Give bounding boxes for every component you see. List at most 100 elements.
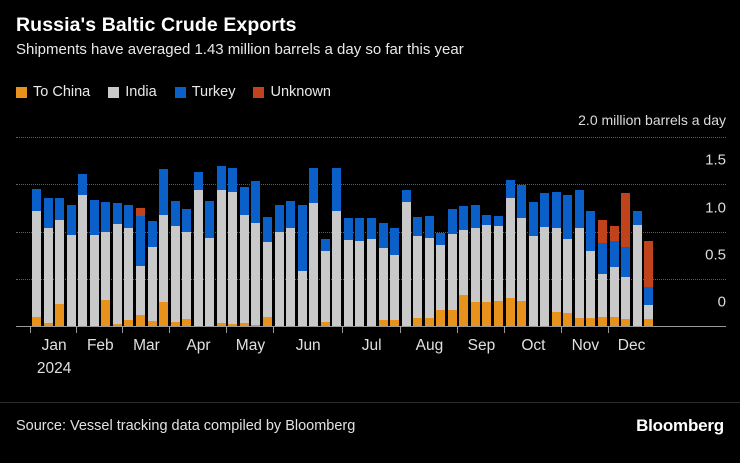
bar-may-20[interactable] (263, 217, 272, 326)
bar-dec-50[interactable] (609, 225, 619, 326)
bar-segment-to-china (378, 320, 388, 326)
legend-unknown[interactable]: Unknown (253, 85, 331, 100)
page-title: Russia's Baltic Crude Exports (16, 14, 297, 36)
bar-oct-44[interactable] (540, 192, 550, 326)
bar-jun-26[interactable] (332, 168, 342, 326)
bar-segment-india (78, 194, 88, 326)
x-axis-label-jun: Jun (295, 337, 321, 354)
bar-oct-41[interactable] (505, 179, 515, 326)
bar-segment-india (205, 238, 215, 326)
bar-sep-40[interactable] (494, 216, 503, 326)
bar-segment-india (436, 244, 446, 310)
x-axis-label-mar: Mar (133, 337, 160, 354)
bar-jan-2[interactable] (55, 198, 65, 326)
bar-jun-23[interactable] (297, 205, 307, 326)
bar-jun-21[interactable] (274, 205, 284, 326)
bar-sep-37[interactable] (459, 206, 469, 326)
bar-segment-turkey (505, 179, 515, 199)
bar-segment-turkey (55, 198, 65, 221)
bar-jan-0[interactable] (32, 188, 41, 326)
bar-aug-33[interactable] (413, 217, 423, 326)
bar-sep-39[interactable] (482, 214, 492, 326)
bar-apr-15[interactable] (205, 201, 215, 326)
bar-jun-25[interactable] (320, 239, 330, 326)
bar-segment-turkey (286, 201, 296, 228)
legend-india[interactable]: India (108, 85, 157, 100)
bar-jan-3[interactable] (66, 205, 76, 326)
bar-oct-42[interactable] (517, 185, 527, 326)
bar-segment-turkey (401, 189, 411, 203)
bar-segment-turkey (436, 233, 446, 245)
bar-mar-8[interactable] (124, 205, 134, 326)
bar-jun-24[interactable] (309, 168, 319, 326)
bar-segment-india (251, 223, 261, 326)
bar-jul-30[interactable] (378, 223, 388, 326)
bar-segment-india (216, 189, 226, 324)
legend-to-china[interactable]: To China (16, 85, 90, 100)
bar-jul-31[interactable] (390, 227, 400, 326)
bar-mar-10[interactable] (147, 221, 157, 326)
bar-segment-india (597, 274, 607, 317)
bar-dec-52[interactable] (632, 210, 642, 326)
bar-nov-46[interactable] (563, 194, 573, 326)
bar-mar-11[interactable] (159, 169, 169, 326)
bar-jul-27[interactable] (343, 218, 353, 326)
bar-segment-turkey (621, 246, 631, 277)
bar-segment-india (343, 240, 353, 326)
bar-nov-49[interactable] (597, 220, 607, 326)
bar-dec-51[interactable] (621, 192, 631, 326)
bar-segment-turkey (309, 168, 319, 204)
bar-segment-india (263, 241, 272, 317)
bar-segment-turkey (366, 218, 376, 240)
bar-feb-5[interactable] (89, 200, 99, 326)
legend-to-china-label: To China (33, 84, 91, 100)
bar-segment-to-china (413, 318, 423, 326)
bar-may-18[interactable] (239, 187, 249, 326)
bar-segment-to-china (597, 316, 607, 326)
bar-may-19[interactable] (251, 181, 261, 326)
bar-segment-turkey (159, 169, 169, 216)
bar-aug-35[interactable] (436, 233, 446, 326)
bar-oct-43[interactable] (528, 202, 538, 326)
bar-segment-turkey (101, 202, 111, 232)
bar-feb-6[interactable] (101, 202, 111, 326)
bar-segment-to-china (55, 304, 65, 326)
x-axis-label-feb: Feb (86, 337, 114, 354)
x-tick-may (226, 326, 228, 333)
bar-dec-53[interactable] (644, 240, 654, 326)
bar-feb-7[interactable] (112, 203, 122, 326)
bar-segment-india (297, 271, 307, 326)
bar-segment-turkey (413, 217, 423, 237)
x-axis-label-may: May (235, 337, 266, 354)
bar-jan-1[interactable] (43, 198, 53, 326)
bar-may-17[interactable] (228, 168, 238, 326)
bar-segment-turkey (586, 210, 596, 252)
bar-apr-13[interactable] (182, 208, 192, 326)
bar-oct-45[interactable] (551, 191, 561, 326)
bar-aug-34[interactable] (424, 216, 434, 326)
bar-segment-turkey (447, 208, 457, 235)
bar-sep-38[interactable] (470, 205, 480, 326)
bar-apr-14[interactable] (193, 171, 203, 326)
legend-turkey[interactable]: Turkey (174, 85, 235, 100)
bar-aug-36[interactable] (447, 208, 457, 326)
bar-feb-4[interactable] (78, 173, 88, 326)
bar-apr-12[interactable] (170, 201, 180, 326)
bar-segment-india (482, 224, 492, 303)
bar-segment-india (528, 236, 538, 326)
bar-mar-9[interactable] (135, 207, 145, 326)
legend-india-swatch-icon (108, 86, 120, 98)
bar-segment-to-china (390, 320, 400, 326)
bar-segment-to-china (147, 321, 157, 326)
bar-segment-turkey (390, 227, 400, 256)
bar-jun-22[interactable] (286, 201, 296, 326)
bar-nov-47[interactable] (574, 189, 584, 326)
bar-apr-16[interactable] (216, 166, 226, 326)
bar-jul-28[interactable] (355, 218, 365, 326)
bar-segment-turkey (574, 189, 584, 228)
bar-segment-india (228, 191, 238, 325)
bar-nov-48[interactable] (586, 210, 596, 326)
bar-jul-29[interactable] (366, 218, 376, 326)
bar-aug-32[interactable] (401, 189, 411, 326)
bar-segment-turkey (332, 168, 342, 211)
